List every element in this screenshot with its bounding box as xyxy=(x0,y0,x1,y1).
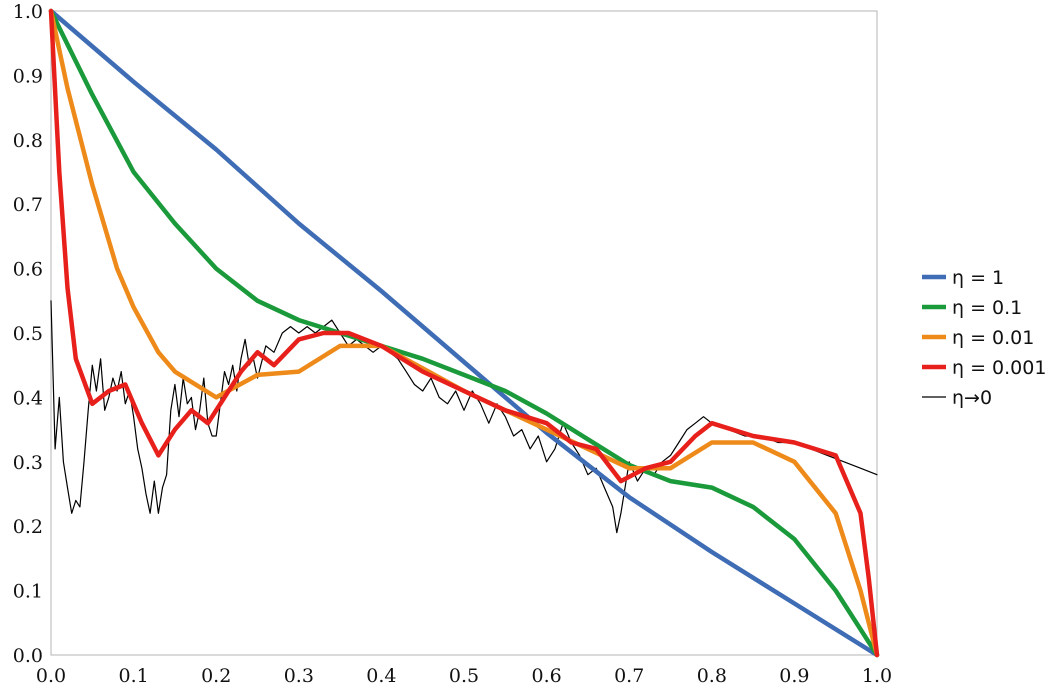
legend: η = 1 η = 0.1 η = 0.01 η = 0.001 η→0 xyxy=(922,267,1046,409)
series-line-0 xyxy=(48,8,880,658)
x-tick-label: 0.3 xyxy=(284,665,314,687)
y-tick-label: 0.7 xyxy=(13,194,43,216)
x-tick-label: 0.5 xyxy=(449,665,479,687)
series-line-2 xyxy=(48,8,880,658)
y-tick-label: 0.1 xyxy=(13,581,43,603)
x-tick-label: 0.2 xyxy=(201,665,231,687)
y-tick-label: 0.3 xyxy=(13,452,43,474)
y-tick-label: 0.0 xyxy=(13,645,43,667)
x-tick-label: 0.9 xyxy=(779,665,809,687)
x-tick-label: 0.0 xyxy=(36,665,66,687)
plot-area xyxy=(50,10,878,656)
legend-label: η = 0.1 xyxy=(952,297,1022,319)
y-tick-label: 0.6 xyxy=(13,259,43,281)
x-axis-tick-labels: 0.0 0.1 0.2 0.3 0.4 0.5 0.6 0.7 0.8 0.9 1.0 xyxy=(36,665,892,687)
x-tick-label: 0.1 xyxy=(118,665,148,687)
series-line-3 xyxy=(48,8,880,658)
x-tick-label: 0.7 xyxy=(614,665,644,687)
y-tick-label: 0.8 xyxy=(13,130,43,152)
y-tick-label: 0.9 xyxy=(13,65,43,87)
x-tick-label: 0.8 xyxy=(697,665,727,687)
legend-label: η→0 xyxy=(952,387,992,409)
x-tick-label: 1.0 xyxy=(862,665,892,687)
y-tick-label: 0.2 xyxy=(13,516,43,538)
legend-label: η = 0.001 xyxy=(952,357,1046,379)
legend-label: η = 1 xyxy=(952,267,1004,289)
series-lines xyxy=(48,8,880,658)
series-line-1 xyxy=(48,8,880,658)
x-tick-label: 0.6 xyxy=(531,665,561,687)
legend-label: η = 0.01 xyxy=(952,327,1034,349)
y-tick-label: 0.5 xyxy=(13,323,43,345)
y-tick-label: 1.0 xyxy=(13,1,43,23)
y-axis-tick-labels: 0.0 0.1 0.2 0.3 0.4 0.5 0.6 0.7 0.8 0.9 1.0 xyxy=(13,1,43,667)
y-tick-label: 0.4 xyxy=(13,387,43,409)
x-tick-label: 0.4 xyxy=(366,665,396,687)
